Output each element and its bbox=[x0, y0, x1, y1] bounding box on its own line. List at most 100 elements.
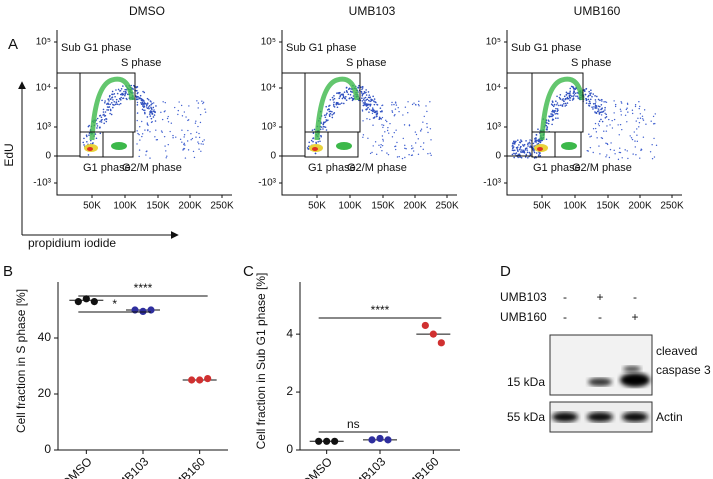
gate-label: Sub G1 phase bbox=[286, 42, 356, 54]
dot bbox=[437, 339, 445, 347]
treatment: UMB160 bbox=[500, 310, 547, 324]
event bbox=[160, 111, 162, 114]
dot bbox=[331, 437, 339, 445]
event bbox=[323, 114, 326, 117]
event bbox=[144, 109, 146, 111]
event bbox=[603, 130, 605, 132]
y-tick-label: 10⁴ bbox=[36, 83, 51, 94]
event bbox=[425, 105, 427, 107]
event bbox=[323, 121, 326, 124]
event bbox=[329, 98, 332, 101]
event bbox=[372, 107, 374, 109]
y-tick-label: 10⁵ bbox=[486, 37, 501, 48]
event bbox=[619, 123, 622, 126]
event bbox=[166, 117, 169, 120]
event bbox=[95, 137, 98, 140]
event bbox=[181, 129, 183, 131]
event bbox=[526, 151, 529, 154]
event bbox=[96, 117, 99, 120]
event bbox=[118, 97, 121, 100]
event bbox=[605, 115, 608, 118]
event bbox=[568, 96, 571, 99]
event bbox=[639, 105, 641, 108]
event bbox=[186, 140, 189, 142]
event bbox=[631, 109, 634, 111]
event bbox=[592, 102, 595, 105]
event bbox=[573, 90, 575, 93]
event bbox=[407, 101, 409, 103]
event bbox=[575, 95, 577, 97]
event bbox=[569, 87, 572, 90]
event bbox=[636, 140, 639, 143]
event bbox=[364, 100, 366, 102]
event bbox=[551, 123, 553, 126]
gate bbox=[327, 131, 359, 158]
event bbox=[402, 114, 404, 116]
band-label: caspase 3 bbox=[656, 363, 711, 377]
event bbox=[143, 111, 146, 114]
pi-label: propidium iodide bbox=[28, 236, 116, 250]
event bbox=[367, 137, 369, 140]
event bbox=[411, 148, 413, 150]
event bbox=[325, 120, 328, 122]
event bbox=[625, 108, 628, 111]
event bbox=[94, 133, 97, 135]
event bbox=[533, 151, 536, 154]
event bbox=[312, 137, 314, 140]
event bbox=[161, 131, 163, 133]
event bbox=[590, 89, 592, 92]
dot bbox=[147, 306, 155, 314]
event bbox=[386, 152, 388, 154]
event bbox=[136, 86, 139, 88]
event bbox=[184, 157, 187, 159]
event bbox=[202, 101, 205, 104]
event bbox=[197, 102, 200, 104]
event bbox=[555, 107, 557, 110]
event bbox=[170, 122, 173, 124]
event bbox=[613, 118, 616, 121]
event bbox=[101, 99, 103, 102]
event bbox=[566, 92, 569, 95]
dot bbox=[421, 321, 429, 330]
event bbox=[597, 108, 600, 110]
event bbox=[367, 103, 370, 106]
events bbox=[511, 85, 658, 161]
event bbox=[187, 129, 189, 132]
event bbox=[361, 110, 364, 112]
event bbox=[155, 129, 157, 131]
event bbox=[516, 149, 519, 152]
event bbox=[183, 136, 185, 138]
event bbox=[535, 141, 538, 143]
event bbox=[361, 87, 364, 89]
event bbox=[150, 101, 152, 103]
event bbox=[592, 108, 594, 110]
event bbox=[594, 107, 597, 109]
event bbox=[154, 120, 157, 122]
event bbox=[404, 106, 407, 108]
event bbox=[345, 99, 348, 101]
event bbox=[589, 102, 592, 105]
event bbox=[589, 146, 592, 149]
event bbox=[380, 118, 383, 120]
event bbox=[532, 142, 535, 145]
event bbox=[584, 93, 587, 96]
event bbox=[600, 114, 603, 116]
event bbox=[381, 135, 384, 137]
g2-cluster bbox=[111, 142, 127, 150]
event bbox=[552, 109, 554, 112]
event bbox=[119, 102, 122, 105]
event bbox=[611, 127, 614, 129]
event bbox=[156, 139, 159, 141]
event bbox=[621, 157, 623, 159]
event bbox=[596, 137, 598, 139]
event bbox=[642, 136, 645, 138]
event bbox=[143, 105, 146, 108]
event bbox=[597, 98, 600, 101]
event bbox=[514, 153, 517, 155]
event bbox=[638, 101, 640, 103]
event bbox=[112, 106, 114, 109]
event bbox=[140, 101, 142, 104]
event bbox=[183, 147, 185, 150]
event bbox=[327, 119, 329, 121]
g1-core bbox=[87, 147, 93, 151]
